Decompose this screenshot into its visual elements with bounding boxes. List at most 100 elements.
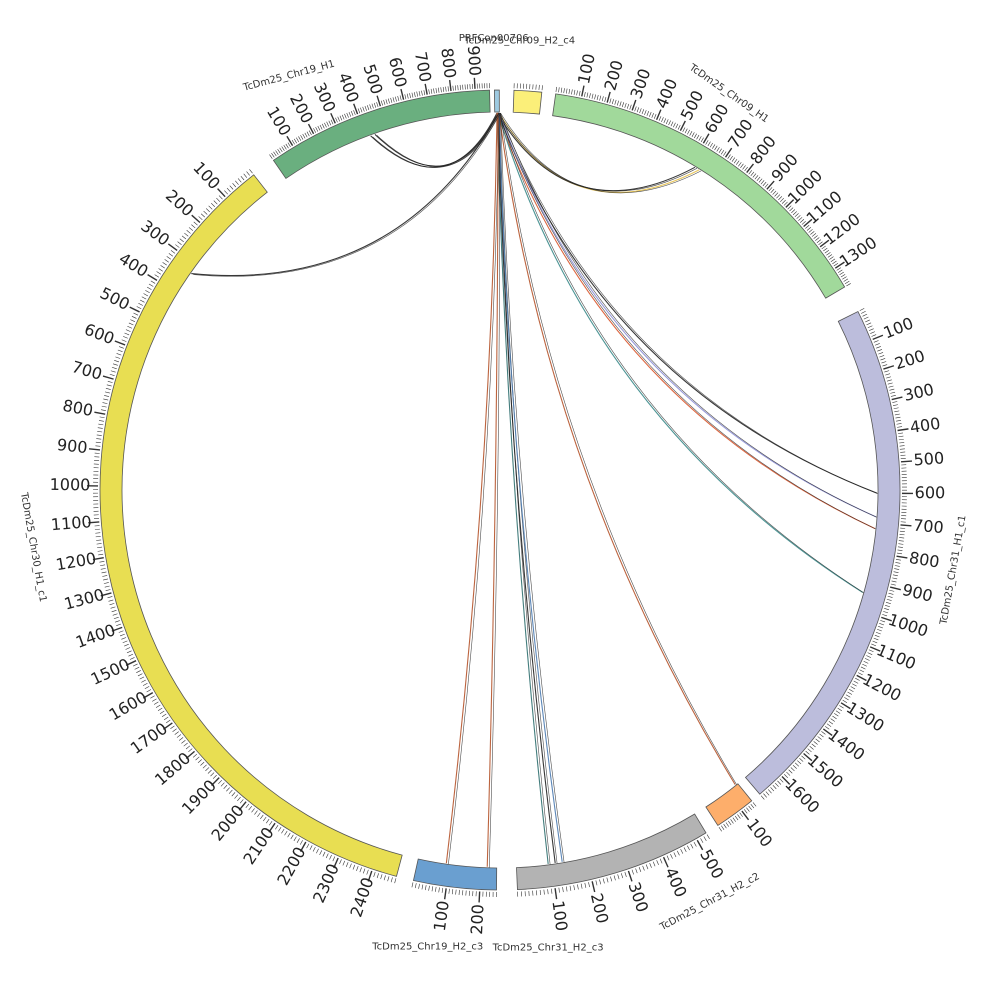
tick-label: 100 bbox=[263, 103, 295, 139]
minor-tick bbox=[687, 129, 690, 135]
tick-label: 300 bbox=[902, 380, 936, 405]
minor-tick bbox=[894, 410, 900, 413]
tick-label: 500 bbox=[913, 448, 945, 469]
minor-tick bbox=[631, 869, 634, 875]
minor-tick bbox=[212, 774, 217, 779]
minor-tick bbox=[794, 762, 800, 767]
minor-tick bbox=[112, 363, 118, 366]
minor-tick bbox=[867, 325, 873, 329]
minor-tick bbox=[96, 438, 102, 440]
minor-tick bbox=[342, 860, 346, 866]
minor-tick bbox=[421, 884, 424, 890]
minor-tick bbox=[438, 887, 440, 893]
tick-label: 200 bbox=[587, 891, 612, 925]
major-tick bbox=[896, 555, 908, 559]
minor-tick bbox=[142, 682, 148, 686]
minor-tick bbox=[185, 745, 191, 750]
chromosome-arc-tcdm25_chr19_h1 bbox=[272, 89, 491, 180]
minor-tick bbox=[134, 666, 140, 670]
minor-tick bbox=[707, 141, 711, 147]
major-tick bbox=[147, 274, 158, 281]
minor-tick bbox=[269, 154, 273, 159]
link-tcdm25_chr31_h2_c3 bbox=[497, 112, 556, 864]
minor-tick bbox=[878, 352, 884, 355]
minor-tick bbox=[139, 676, 145, 680]
major-tick bbox=[100, 592, 112, 597]
minor-tick bbox=[192, 753, 198, 758]
link-edge bbox=[499, 112, 865, 594]
tick-label: 400 bbox=[334, 70, 363, 105]
minor-tick bbox=[266, 818, 270, 824]
minor-tick bbox=[442, 86, 445, 92]
minor-tick bbox=[291, 139, 295, 145]
chromosome-arc-tcdm25_chr09_h1 bbox=[552, 93, 846, 299]
minor-tick bbox=[129, 657, 135, 660]
major-tick bbox=[803, 218, 813, 228]
minor-tick bbox=[348, 111, 352, 117]
minor-tick bbox=[128, 322, 134, 326]
minor-tick bbox=[335, 117, 338, 123]
minor-tick bbox=[200, 213, 205, 218]
minor-tick bbox=[867, 652, 873, 655]
minor-tick bbox=[705, 140, 709, 145]
major-tick bbox=[662, 856, 669, 868]
minor-tick bbox=[359, 867, 362, 873]
chromosome-arc-prfcon00706 bbox=[494, 89, 500, 113]
major-tick bbox=[897, 428, 909, 432]
minor-tick bbox=[716, 147, 720, 152]
tick-label: 400 bbox=[661, 865, 691, 901]
minor-tick bbox=[694, 133, 697, 139]
major-tick bbox=[307, 123, 315, 135]
minor-tick bbox=[883, 611, 889, 614]
minor-tick bbox=[390, 877, 393, 883]
chromosome-label-tcdm25_chr19_h2_c3: TcDm25_Chr19_H2_c3 bbox=[371, 941, 483, 952]
minor-tick bbox=[308, 130, 312, 136]
major-tick bbox=[191, 214, 201, 224]
minor-tick bbox=[644, 110, 647, 115]
major-tick bbox=[741, 810, 750, 821]
minor-tick bbox=[729, 155, 733, 161]
minor-tick bbox=[892, 577, 898, 580]
minor-tick bbox=[132, 663, 138, 667]
minor-tick bbox=[846, 283, 851, 287]
minor-tick bbox=[899, 537, 905, 539]
minor-tick bbox=[373, 102, 377, 108]
minor-tick bbox=[833, 262, 839, 267]
minor-tick bbox=[770, 188, 775, 194]
minor-tick bbox=[399, 95, 402, 101]
major-tick bbox=[803, 752, 813, 762]
minor-tick bbox=[807, 748, 812, 753]
minor-tick bbox=[884, 370, 890, 373]
minor-tick bbox=[780, 198, 784, 203]
minor-tick bbox=[428, 89, 430, 95]
minor-tick bbox=[339, 859, 342, 865]
minor-tick bbox=[689, 131, 693, 136]
minor-tick bbox=[834, 713, 839, 717]
minor-tick bbox=[172, 728, 177, 732]
minor-tick bbox=[832, 715, 837, 720]
minor-tick bbox=[558, 887, 560, 893]
minor-tick bbox=[733, 158, 738, 164]
minor-tick bbox=[143, 293, 149, 297]
minor-tick bbox=[821, 731, 826, 735]
tick-label: 800 bbox=[908, 548, 941, 572]
ideogram-layer bbox=[99, 89, 901, 891]
minor-tick bbox=[229, 185, 234, 190]
minor-tick bbox=[624, 102, 627, 108]
minor-tick bbox=[136, 670, 141, 673]
minor-tick bbox=[801, 221, 806, 225]
minor-tick bbox=[816, 239, 822, 243]
minor-tick bbox=[155, 704, 161, 708]
tick-label: 700 bbox=[411, 50, 435, 83]
minor-tick bbox=[898, 435, 904, 438]
minor-tick bbox=[584, 882, 587, 888]
minor-tick bbox=[870, 331, 876, 334]
minor-tick bbox=[852, 683, 857, 687]
minor-tick bbox=[170, 250, 176, 254]
minor-tick bbox=[823, 247, 828, 252]
major-tick bbox=[114, 340, 126, 346]
minor-tick bbox=[781, 199, 786, 204]
minor-tick bbox=[790, 767, 795, 772]
minor-tick bbox=[175, 244, 180, 248]
major-tick bbox=[606, 91, 611, 103]
